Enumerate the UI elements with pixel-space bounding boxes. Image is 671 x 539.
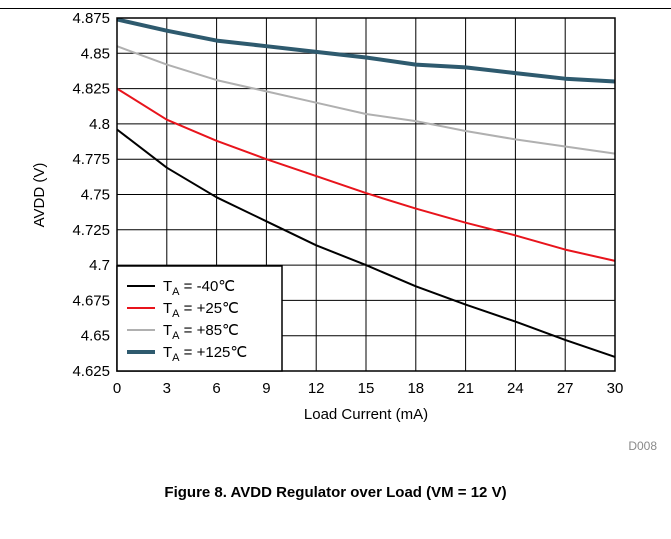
legend-label-suffix: = -40℃ [180, 278, 236, 295]
y-tick-label: 4.7 [89, 257, 110, 274]
chart: 0 3 6 9 12 15 18 21 24 27 30 4.875 4.85 4.825 4.8 4.77… [31, 10, 657, 453]
legend-label: TA = -40℃ [163, 278, 235, 298]
legend-label: TA = +125℃ [163, 344, 247, 364]
y-tick-label: 4.625 [72, 363, 110, 380]
legend: TA = -40℃TA = +25℃TA = +85℃TA = +125℃ [116, 265, 283, 372]
top-rule [0, 8, 671, 9]
x-tick-label: 18 [407, 380, 424, 397]
x-tick-label: 15 [358, 380, 375, 397]
x-tick-label: 0 [113, 380, 121, 397]
series-line-3 [116, 17, 616, 84]
legend-label-prefix: T [163, 300, 172, 317]
x-tick-labels: 0 3 6 9 12 15 18 21 24 27 30 [113, 380, 624, 397]
legend-label-subscript: A [172, 330, 180, 342]
x-tick-label: 30 [607, 380, 624, 397]
legend-label: TA = +85℃ [163, 322, 239, 342]
legend-label-prefix: T [163, 278, 172, 295]
y-tick-label: 4.85 [81, 45, 110, 62]
x-tick-label: 3 [163, 380, 171, 397]
legend-label-subscript: A [172, 308, 180, 320]
y-tick-label: 4.65 [81, 328, 110, 345]
x-axis-label: Load Current (mA) [304, 406, 428, 423]
figure-caption: Figure 8. AVDD Regulator over Load (VM =… [164, 484, 507, 501]
x-tick-label: 6 [212, 380, 220, 397]
legend-label-subscript: A [172, 286, 180, 298]
y-tick-labels: 4.875 4.85 4.825 4.8 4.775 4.75 4.725 4.7 4.675 4… [72, 10, 110, 380]
legend-label-suffix: = +125℃ [180, 344, 248, 361]
series-line-2 [116, 45, 616, 155]
legend-label: TA = +25℃ [163, 300, 239, 320]
x-tick-label: 24 [507, 380, 524, 397]
series-line-1 [116, 87, 616, 262]
y-axis-label: AVDD (V) [31, 163, 48, 228]
legend-label-prefix: T [163, 344, 172, 361]
figure-id: D008 [628, 439, 657, 453]
x-tick-label: 9 [262, 380, 270, 397]
legend-label-suffix: = +25℃ [180, 300, 239, 317]
y-tick-label: 4.675 [72, 292, 110, 309]
y-tick-label: 4.75 [81, 187, 110, 204]
y-tick-label: 4.825 [72, 81, 110, 98]
x-tick-label: 27 [557, 380, 574, 397]
y-tick-label: 4.875 [72, 10, 110, 27]
legend-label-suffix: = +85℃ [180, 322, 239, 339]
y-tick-label: 4.8 [89, 116, 110, 133]
legend-label-subscript: A [172, 352, 180, 364]
x-tick-label: 21 [457, 380, 474, 397]
y-tick-label: 4.725 [72, 222, 110, 239]
x-tick-label: 12 [308, 380, 325, 397]
series-lines [116, 17, 616, 358]
legend-label-prefix: T [163, 322, 172, 339]
y-tick-label: 4.775 [72, 151, 110, 168]
series-line-0 [116, 128, 616, 358]
plot-frame [116, 17, 616, 372]
